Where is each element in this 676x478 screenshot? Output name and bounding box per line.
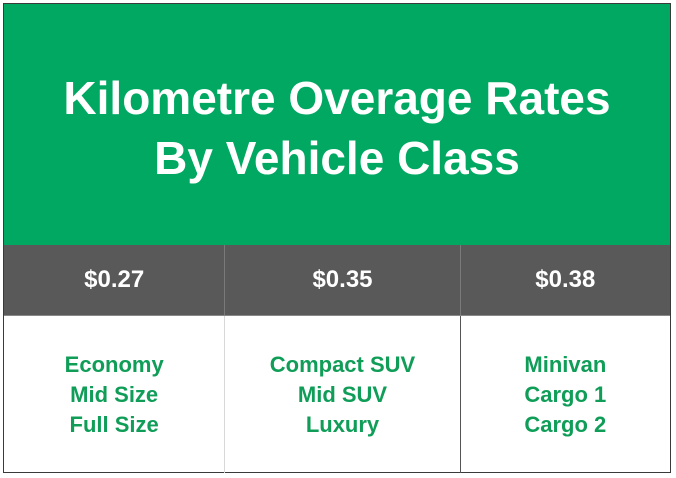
rate: $0.35 [224, 245, 459, 315]
class-list: Economy Mid Size Full Size [4, 316, 224, 473]
class-list: Compact SUV Mid SUV Luxury [224, 316, 459, 473]
vehicle-class: Full Size [69, 411, 159, 437]
vehicle-class: Compact SUV [269, 351, 416, 377]
class-list: Minivan Cargo 1 Cargo 2 [459, 316, 670, 473]
vehicle-class: Cargo 1 [524, 381, 607, 407]
rate-card: Kilometre Overage Rates By Vehicle Class… [3, 3, 671, 473]
header: Kilometre Overage Rates By Vehicle Class [4, 4, 670, 245]
vehicle-class: Mid SUV [297, 381, 388, 407]
title: Kilometre Overage Rates By Vehicle Class [4, 68, 670, 188]
vehicle-class: Cargo 2 [524, 411, 607, 437]
vehicle-class: Luxury [305, 411, 380, 437]
rates-row: $0.27 $0.35 $0.38 [4, 245, 670, 315]
rate: $0.38 [459, 245, 670, 315]
classes-row: Economy Mid Size Full Size Compact SUV Mid S… [4, 315, 670, 473]
vehicle-class: Mid Size [70, 381, 159, 407]
vehicle-class: Economy [64, 351, 164, 377]
title-line: Kilometre Overage Rates [63, 72, 611, 124]
vehicle-class: Minivan [524, 351, 607, 377]
rate: $0.27 [84, 266, 145, 293]
title-line: By Vehicle Class [154, 132, 520, 184]
